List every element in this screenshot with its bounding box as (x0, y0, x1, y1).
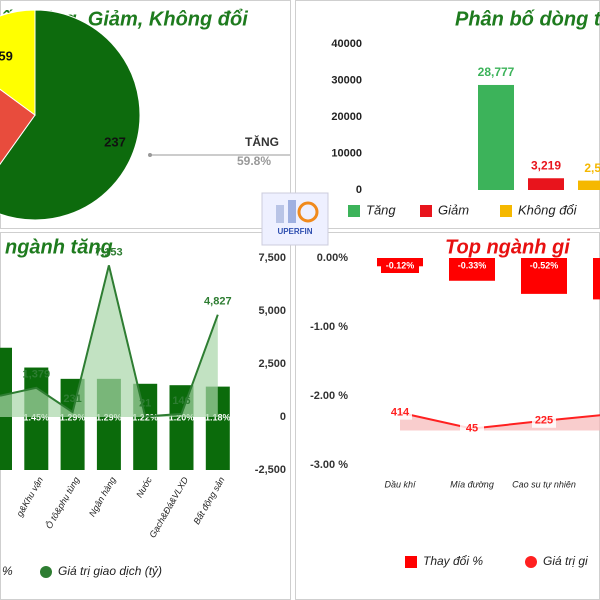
line-label-bg (388, 405, 412, 420)
legend-swatch (40, 566, 52, 578)
bar-label-bg (381, 259, 419, 273)
chart-title: ngành tăng (5, 236, 113, 258)
bar (478, 84, 514, 190)
y-tick-label: 10000 (331, 147, 362, 159)
x-tick-label: Gạch&Đá&VLXD (147, 475, 190, 540)
y-tick-label: 30000 (331, 74, 362, 86)
pie-slice (0, 9, 36, 116)
pie-slice (0, 9, 141, 221)
bar-label: -0.33% (458, 260, 487, 270)
bar-label: -0.52% (530, 260, 559, 270)
bar-label: 1.45% (24, 412, 50, 422)
logo-icon (276, 205, 284, 223)
y2-tick-label: 7,500 (258, 252, 286, 264)
line (0, 265, 219, 418)
x-tick-label: Bất động sản (191, 475, 226, 526)
legend-label: Thay đổi % (423, 554, 483, 568)
line-label: 4,827 (204, 296, 232, 308)
bar-label: 1.29% (60, 412, 86, 422)
bar-label: 28,777 (478, 65, 515, 79)
y2-tick-label: 5,000 (258, 305, 286, 317)
y-tick-label: -1.00 % (310, 321, 348, 333)
line-label: 225 (535, 415, 553, 427)
x-tick-label: Nước (134, 475, 154, 500)
y-tick-label: -3.00 % (310, 459, 348, 471)
legend-swatch (405, 556, 417, 568)
line-area (400, 412, 600, 431)
line-label-bg (460, 421, 484, 436)
chart-area: ngành tăng -2,500 0 2,500 5,000 7,500 1.45% 1.2… (0, 236, 286, 578)
bar-label: 2,58 (584, 161, 600, 175)
y2-tick-label: 0 (280, 411, 286, 423)
x-tick-label: Cao su tự nhiên (512, 479, 576, 489)
line-label: 231 (63, 393, 81, 405)
line-label: 1,379 (23, 369, 51, 381)
x-tick-label: Dầu khí (384, 479, 417, 489)
y-tick-label: 0.00% (317, 252, 348, 264)
line-label-bg (532, 413, 556, 428)
line-area (0, 265, 218, 417)
bar (528, 178, 564, 190)
bar-label: 1.18% (205, 412, 231, 422)
y-tick-label: 40000 (331, 38, 362, 50)
y-tick-label: 20000 (331, 111, 362, 123)
x-tick-label: Ngân hàng (87, 475, 118, 518)
x-tick-label: Mía đường (450, 479, 494, 489)
legend-label: Giảm (438, 202, 469, 217)
bar-label: 1.29% (96, 412, 122, 422)
y-tick-label: -2.00 % (310, 390, 348, 402)
bar-label-bg (525, 259, 563, 273)
y2-tick-label: -2,500 (255, 464, 286, 476)
bar (24, 367, 49, 470)
logo: UPERFIN (261, 192, 329, 246)
chart-title: Phân bố dòng t (455, 8, 600, 30)
y2-tick-label: 2,500 (258, 358, 286, 370)
annotation: TĂNG (245, 134, 279, 149)
leader-dot (148, 153, 152, 157)
bar-label-bg (453, 259, 491, 273)
logo-text: UPERFIN (277, 227, 312, 236)
slice-label: 59 (0, 48, 13, 63)
bar-label: 3,219 (531, 158, 561, 172)
legend-label: Tăng (366, 202, 396, 217)
pie-slice (0, 88, 36, 166)
legend-swatch (525, 556, 537, 568)
x-tick-label: g&Khu vận (14, 475, 45, 518)
annotation: 59.8% (237, 154, 271, 168)
chart-area: Top ngành gi 0.00% -1.00 % -2.00 % -3.00 % -0… (310, 236, 600, 568)
bar-label: -0.12% (386, 260, 415, 270)
bar-label: 1.20% (169, 412, 195, 422)
legend-label: Giá trị giao dịch (tỷ) (58, 564, 162, 578)
logo-icon (297, 201, 319, 223)
legend-label: Không đổi (518, 202, 578, 217)
y-tick-label: 0 (356, 184, 362, 196)
line-label: 7,153 (95, 246, 123, 258)
legend-swatch (420, 205, 432, 217)
slice-label: 237 (104, 134, 126, 149)
legend-label: Giá trị gi (543, 554, 588, 568)
line-label: 21 (139, 397, 151, 409)
bar (593, 258, 600, 300)
line-label: 414 (391, 407, 410, 419)
line-label: 45 (466, 422, 478, 434)
legend-swatch (348, 205, 360, 217)
x-tick-label: Ô tô&phụ tùng (44, 475, 82, 530)
line-label: 146 (172, 395, 190, 407)
logo-icon (288, 200, 296, 223)
legend-swatch (500, 205, 512, 217)
line (399, 411, 600, 430)
bar (578, 180, 600, 190)
chart-title: Top ngành gi (445, 236, 570, 258)
legend-label: % (2, 564, 13, 578)
